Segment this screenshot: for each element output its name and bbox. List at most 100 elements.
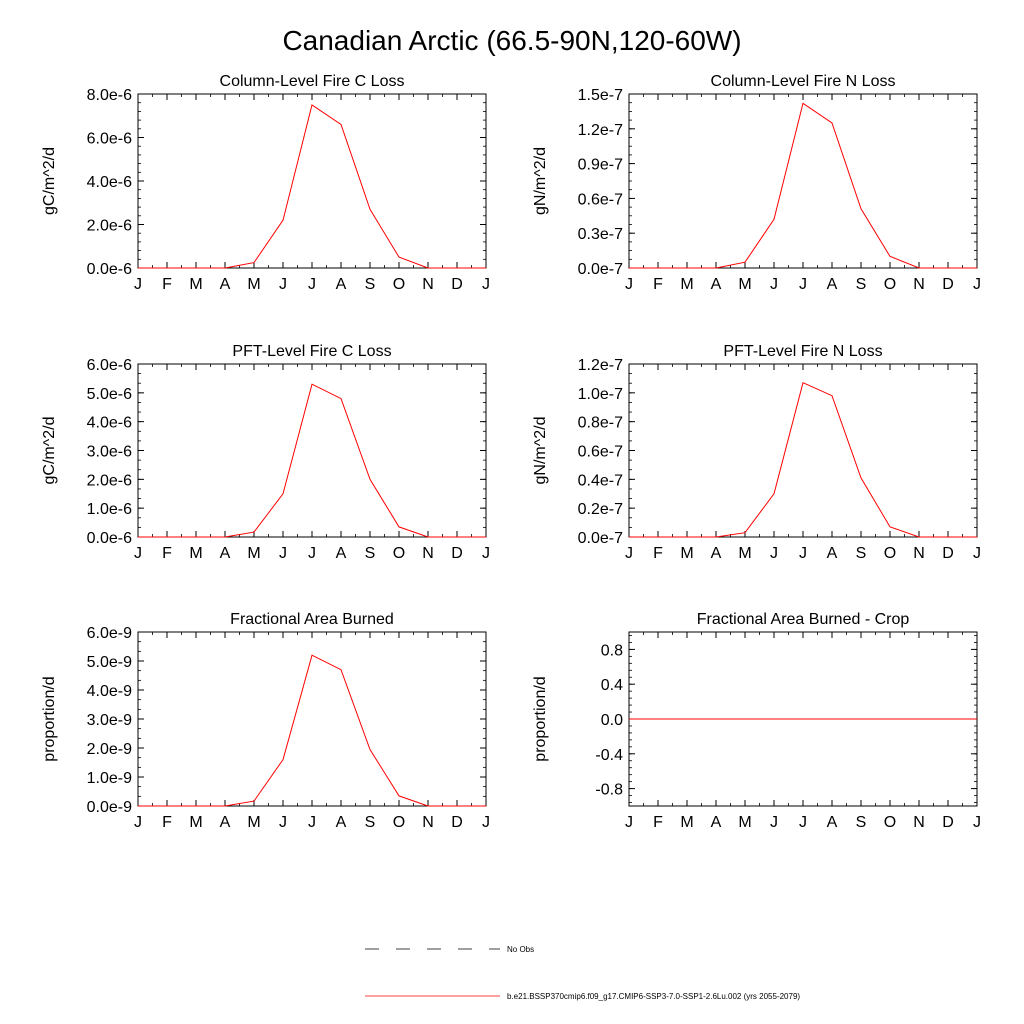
- x-tick-label: M: [738, 814, 751, 831]
- y-tick-label: 6.0e-6: [87, 357, 132, 374]
- x-tick-label: S: [856, 545, 867, 562]
- x-tick-label: D: [942, 545, 954, 562]
- x-tick-label: J: [625, 276, 633, 293]
- x-tick-label: M: [738, 276, 751, 293]
- y-tick-label: 0.0e-7: [578, 530, 623, 547]
- x-tick-label: J: [770, 545, 778, 562]
- x-tick-label: S: [365, 814, 376, 831]
- series-line: [138, 104, 486, 269]
- y-axis-label: gC/m^2/d: [41, 147, 58, 215]
- y-tick-label: 8.0e-6: [87, 87, 132, 104]
- x-tick-label: O: [393, 276, 405, 293]
- x-tick-label: N: [422, 545, 434, 562]
- x-tick-label: M: [189, 545, 202, 562]
- series-line: [629, 102, 977, 269]
- x-tick-label: S: [365, 276, 376, 293]
- y-tick-label: 5.0e-6: [87, 386, 132, 403]
- y-tick-label: 0.9e-7: [578, 157, 623, 174]
- x-tick-label: N: [913, 814, 925, 831]
- y-axis-label: gN/m^2/d: [532, 417, 549, 485]
- y-tick-label: 1.2e-7: [578, 122, 623, 139]
- panel-title: Column-Level Fire N Loss: [711, 73, 896, 90]
- y-tick-label: 0.0e-6: [87, 530, 132, 547]
- x-tick-label: F: [653, 276, 663, 293]
- series-line: [138, 383, 486, 538]
- y-axis-label: proportion/d: [41, 676, 58, 761]
- x-tick-label: J: [279, 545, 287, 562]
- x-tick-label: J: [799, 276, 807, 293]
- y-axis-label: gC/m^2/d: [41, 417, 58, 485]
- y-tick-label: 0.0e-9: [87, 799, 132, 816]
- x-tick-label: J: [308, 814, 316, 831]
- x-tick-label: J: [625, 545, 633, 562]
- x-tick-label: F: [653, 814, 663, 831]
- y-tick-label: 1.0e-6: [87, 501, 132, 518]
- x-tick-label: D: [942, 814, 954, 831]
- plot-frame: [137, 631, 487, 807]
- y-tick-label: 1.5e-7: [578, 87, 623, 104]
- x-tick-label: A: [220, 545, 231, 562]
- y-tick-label: 0.8e-7: [578, 415, 623, 432]
- x-tick-label: O: [884, 545, 896, 562]
- x-tick-label: J: [482, 276, 490, 293]
- y-axis-label: gN/m^2/d: [532, 147, 549, 215]
- plot-frame: [137, 363, 487, 538]
- y-tick-label: 1.2e-7: [578, 357, 623, 374]
- y-tick-label: 4.0e-6: [87, 415, 132, 432]
- x-tick-label: A: [220, 276, 231, 293]
- plot-frame: [137, 93, 487, 269]
- x-tick-label: J: [770, 276, 778, 293]
- y-tick-label: 0.4e-7: [578, 472, 623, 489]
- x-tick-label: S: [856, 276, 867, 293]
- y-tick-label: 2.0e-6: [87, 218, 132, 235]
- panel-title: Fractional Area Burned: [230, 611, 394, 628]
- x-tick-label: M: [189, 276, 202, 293]
- x-tick-label: M: [189, 814, 202, 831]
- x-tick-label: J: [482, 545, 490, 562]
- x-tick-label: J: [973, 545, 981, 562]
- x-tick-label: D: [451, 814, 463, 831]
- x-tick-label: N: [422, 814, 434, 831]
- x-tick-label: J: [799, 545, 807, 562]
- y-tick-label: 0.0: [601, 712, 623, 729]
- x-tick-label: J: [134, 814, 142, 831]
- legend-model-label: b.e21.BSSP370cmip6.f09_g17.CMIP6-SSP3-7.…: [507, 992, 800, 1001]
- panel-title: Column-Level Fire C Loss: [220, 73, 405, 90]
- x-tick-label: D: [451, 276, 463, 293]
- x-tick-label: A: [336, 814, 347, 831]
- x-tick-label: O: [393, 545, 405, 562]
- plot-frame: [628, 363, 978, 538]
- series-line: [629, 382, 977, 538]
- x-tick-label: O: [884, 814, 896, 831]
- x-tick-label: M: [247, 814, 260, 831]
- x-tick-label: A: [220, 814, 231, 831]
- y-tick-label: 0.4: [601, 677, 623, 694]
- y-tick-label: 3.0e-6: [87, 444, 132, 461]
- x-tick-label: J: [279, 814, 287, 831]
- y-tick-label: -0.8: [595, 782, 623, 799]
- y-tick-label: 0.0e-6: [87, 261, 132, 278]
- x-tick-label: J: [973, 276, 981, 293]
- x-tick-label: N: [913, 276, 925, 293]
- y-tick-label: 6.0e-9: [87, 625, 132, 642]
- y-tick-label: 2.0e-6: [87, 472, 132, 489]
- panel-title: Fractional Area Burned - Crop: [697, 611, 910, 628]
- plot-frame: [628, 93, 978, 269]
- x-tick-label: J: [308, 545, 316, 562]
- legend: No Obs b.e21.BSSP370cmip6.f09_g17.CMIP6-…: [365, 945, 800, 1001]
- y-tick-label: 0.8: [601, 642, 623, 659]
- x-tick-label: M: [247, 545, 260, 562]
- x-tick-label: S: [365, 545, 376, 562]
- x-tick-label: M: [680, 545, 693, 562]
- x-tick-label: M: [680, 814, 693, 831]
- x-tick-label: M: [738, 545, 751, 562]
- x-tick-label: J: [134, 276, 142, 293]
- x-tick-label: J: [279, 276, 287, 293]
- y-tick-label: 0.6e-7: [578, 444, 623, 461]
